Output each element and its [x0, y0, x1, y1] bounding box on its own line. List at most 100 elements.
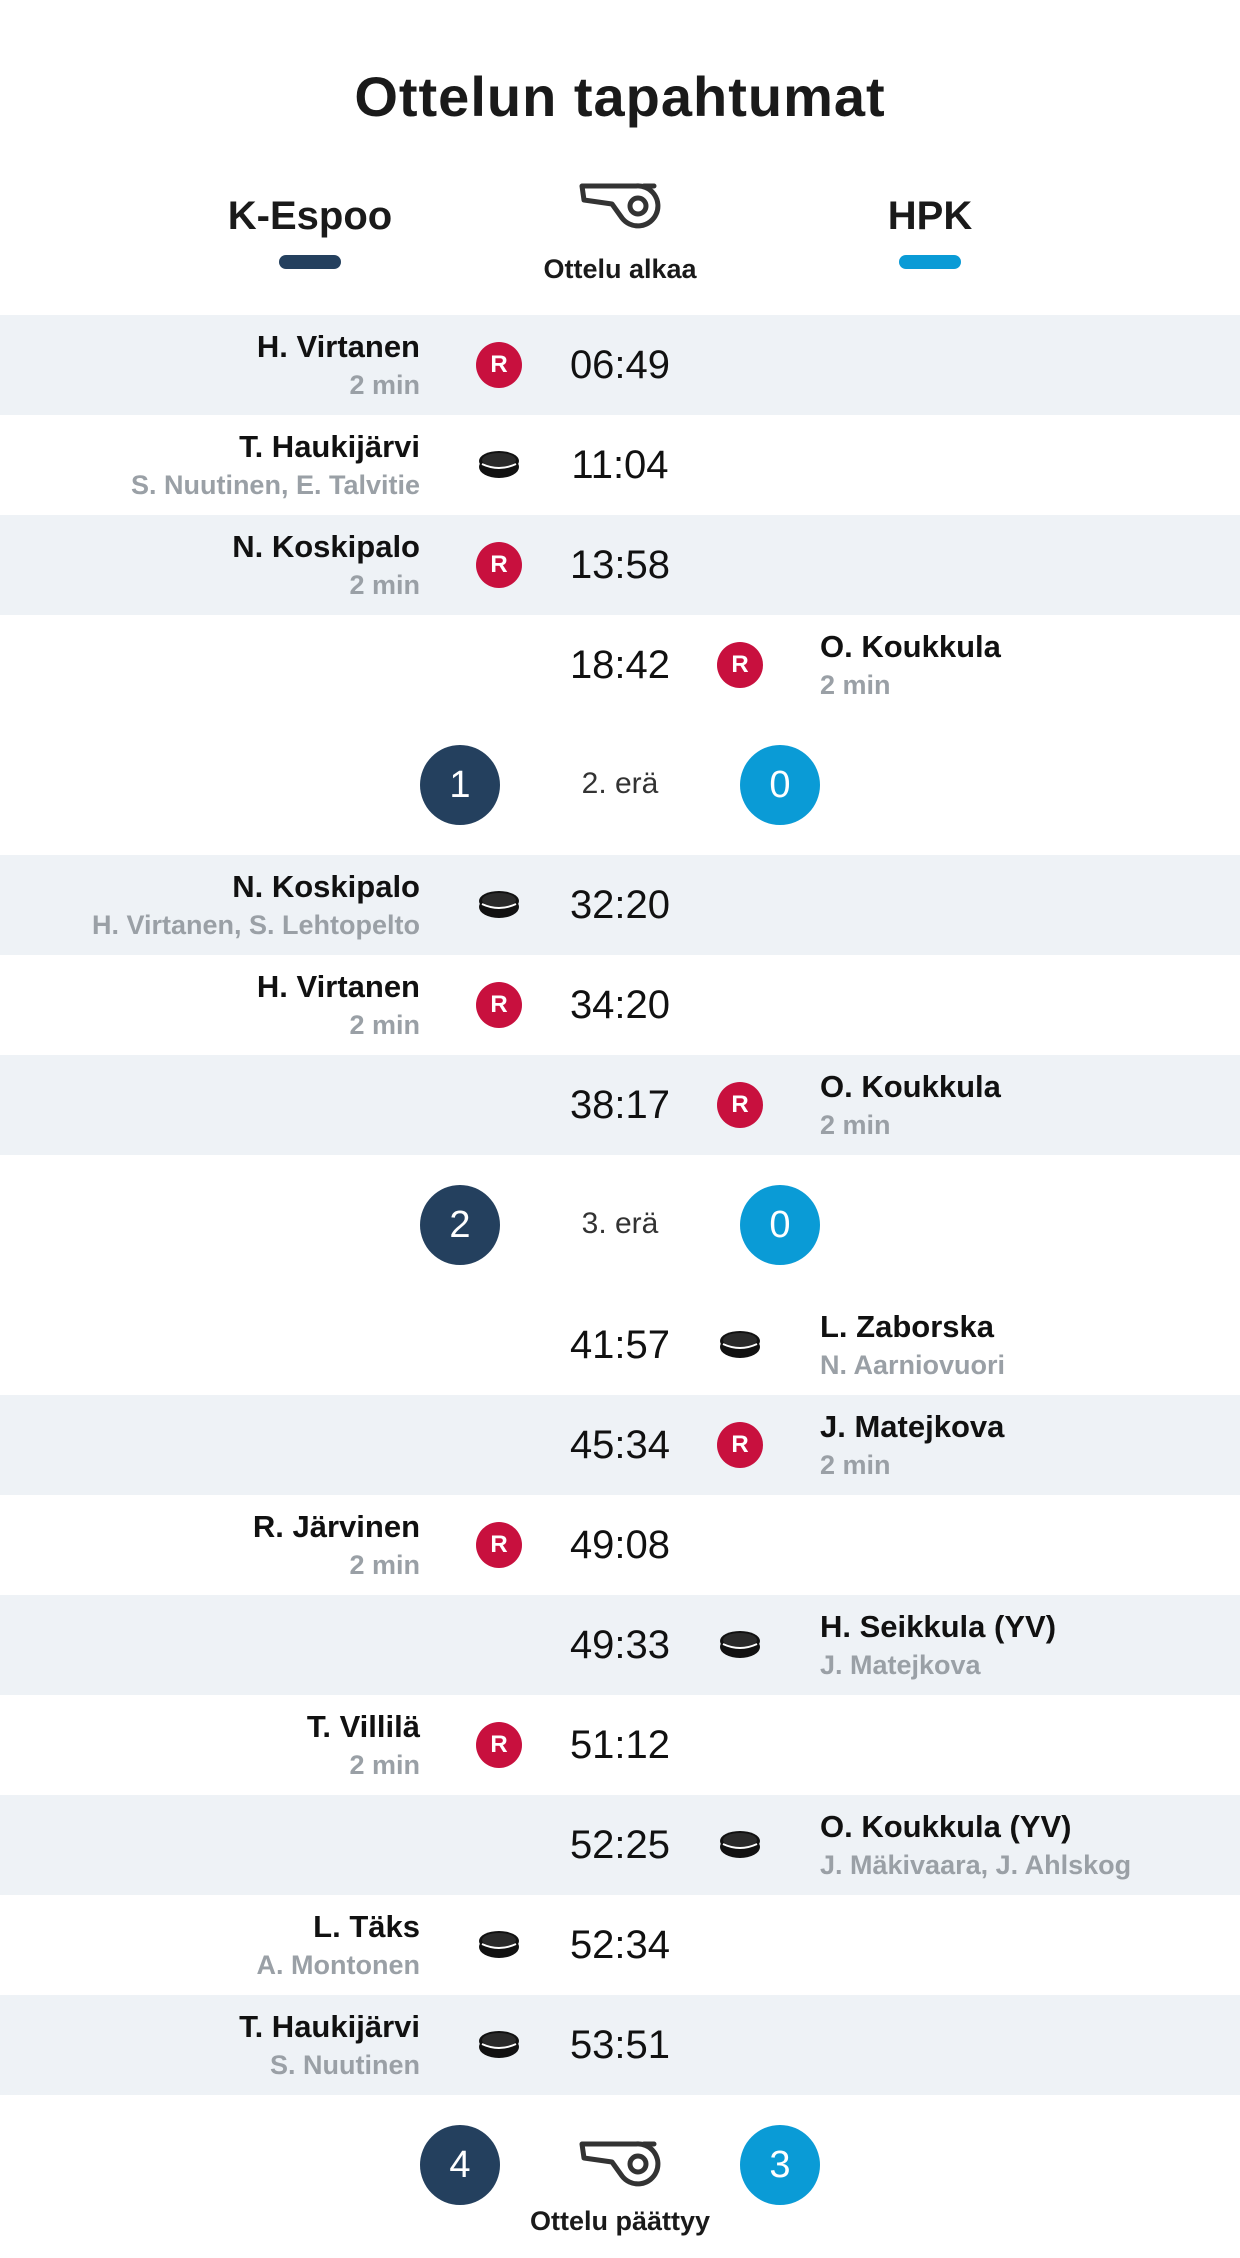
period-label: 3. erä [581, 1207, 659, 1240]
penalty-badge: R [476, 1722, 522, 1768]
penalty-event-row: 49:08 R R. Järvinen 2 min [0, 1495, 1240, 1595]
goal-event-row: 53:51 T. Haukijärvi S. Nuutinen [0, 1995, 1240, 2095]
match-end-label: Ottelu päättyy [529, 2206, 711, 2236]
goal-event-row: 52:25 O. Koukkula (YV) J. Mäkivaara, J. Ah… [0, 1795, 1240, 1895]
event-time: 52:25 [569, 1823, 671, 1867]
player-name: N. Koskipalo [232, 529, 420, 564]
event-participants: H. Virtanen 2 min [0, 327, 420, 403]
player-name: T. Villilä [306, 1709, 420, 1744]
puck-icon [717, 1622, 763, 1668]
whistle-icon [578, 178, 662, 230]
puck-icon [476, 1922, 522, 1968]
penalty-duration: 2 min [349, 1010, 420, 1040]
assist-names: A. Montonen [256, 1950, 420, 1980]
event-time: 52:34 [569, 1923, 671, 1967]
event-participants: T. Villilä 2 min [0, 1707, 420, 1783]
puck-icon [476, 442, 522, 488]
home-score: 4 [420, 2125, 500, 2205]
penalty-icon: R [476, 1522, 522, 1568]
penalty-badge: R [476, 1522, 522, 1568]
event-time: 11:04 [571, 443, 669, 487]
goal-event-row: 49:33 H. Seikkula (YV) J. Matejkova [0, 1595, 1240, 1695]
penalty-event-row: 51:12 R T. Villilä 2 min [0, 1695, 1240, 1795]
period-separator: 1 0 2. erä [0, 735, 1240, 835]
player-name: R. Järvinen [252, 1509, 420, 1544]
penalty-duration: 2 min [349, 370, 420, 400]
match-start-label: Ottelu alkaa [543, 254, 697, 284]
penalty-icon: R [476, 982, 522, 1028]
event-participants: L. Zaborska N. Aarniovuori [820, 1307, 1240, 1383]
event-participants: O. Koukkula 2 min [820, 627, 1240, 703]
player-name: H. Virtanen [256, 969, 420, 1004]
puck-icon [476, 2022, 522, 2068]
assist-names: J. Mäkivaara, J. Ahlskog [820, 1850, 1132, 1880]
home-team-color-bar [279, 255, 341, 269]
event-time: 53:51 [569, 2023, 671, 2067]
event-time: 06:49 [569, 343, 671, 387]
away-team-color-bar [899, 255, 961, 269]
penalty-icon: R [476, 542, 522, 588]
penalty-badge: R [476, 982, 522, 1028]
event-participants: T. Haukijärvi S. Nuutinen [0, 2007, 420, 2083]
period-label: 2. erä [581, 767, 659, 800]
event-participants: O. Koukkula (YV) J. Mäkivaara, J. Ahlskog [820, 1807, 1240, 1883]
event-time: 45:34 [569, 1423, 671, 1467]
puck-icon [476, 882, 522, 928]
penalty-duration: 2 min [820, 1450, 891, 1480]
penalty-event-row: 45:34 R J. Matejkova 2 min [0, 1395, 1240, 1495]
penalty-duration: 2 min [820, 1110, 891, 1140]
goal-event-row: 11:04 T. Haukijärvi S. Nuutinen, E. Talvit… [0, 415, 1240, 515]
event-time: 34:20 [569, 983, 671, 1027]
event-participants: J. Matejkova 2 min [820, 1407, 1240, 1483]
penalty-badge: R [717, 1422, 763, 1468]
player-name: H. Seikkula (YV) [820, 1609, 1057, 1644]
player-name: O. Koukkula [820, 1069, 1001, 1104]
assist-names: S. Nuutinen, E. Talvitie [130, 470, 420, 500]
event-participants: R. Järvinen 2 min [0, 1507, 420, 1583]
penalty-duration: 2 min [349, 1750, 420, 1780]
event-participants: N. Koskipalo H. Virtanen, S. Lehtopelto [0, 867, 420, 943]
penalty-event-row: 38:17 R O. Koukkula 2 min [0, 1055, 1240, 1155]
event-time: 51:12 [569, 1723, 671, 1767]
penalty-duration: 2 min [820, 670, 891, 700]
player-name: J. Matejkova [820, 1409, 1005, 1444]
away-score: 0 [740, 1185, 820, 1265]
assist-names: H. Virtanen, S. Lehtopelto [91, 910, 420, 940]
player-name: N. Koskipalo [232, 869, 420, 904]
penalty-duration: 2 min [349, 1550, 420, 1580]
whistle-icon [578, 2136, 662, 2188]
penalty-icon: R [717, 1422, 763, 1468]
event-time: 18:42 [569, 643, 671, 687]
home-score: 2 [420, 1185, 500, 1265]
event-time: 49:08 [569, 1523, 671, 1567]
assist-names: N. Aarniovuori [820, 1350, 1006, 1380]
player-name: L. Täks [313, 1909, 420, 1944]
player-name: H. Virtanen [256, 329, 420, 364]
penalty-icon: R [476, 1722, 522, 1768]
puck-icon [717, 1322, 763, 1368]
penalty-icon: R [717, 642, 763, 688]
event-participants: O. Koukkula 2 min [820, 1067, 1240, 1143]
assist-names: J. Matejkova [820, 1650, 981, 1680]
event-time: 38:17 [569, 1083, 671, 1127]
assist-names: S. Nuutinen [270, 2050, 420, 2080]
penalty-badge: R [476, 342, 522, 388]
home-score: 1 [420, 745, 500, 825]
away-score: 0 [740, 745, 820, 825]
event-time: 41:57 [569, 1323, 671, 1367]
home-team-name: K-Espoo [227, 194, 393, 238]
penalty-badge: R [717, 1082, 763, 1128]
event-time: 49:33 [569, 1623, 671, 1667]
penalty-event-row: 13:58 R N. Koskipalo 2 min [0, 515, 1240, 615]
period-separator: 2 0 3. erä [0, 1175, 1240, 1275]
event-time: 13:58 [569, 543, 671, 587]
penalty-icon: R [717, 1082, 763, 1128]
page-title: Ottelun tapahtumat [354, 65, 886, 128]
penalty-event-row: 06:49 R H. Virtanen 2 min [0, 315, 1240, 415]
event-participants: H. Virtanen 2 min [0, 967, 420, 1043]
penalty-badge: R [476, 542, 522, 588]
player-name: T. Haukijärvi [239, 2009, 420, 2044]
penalty-duration: 2 min [349, 570, 420, 600]
penalty-icon: R [476, 342, 522, 388]
